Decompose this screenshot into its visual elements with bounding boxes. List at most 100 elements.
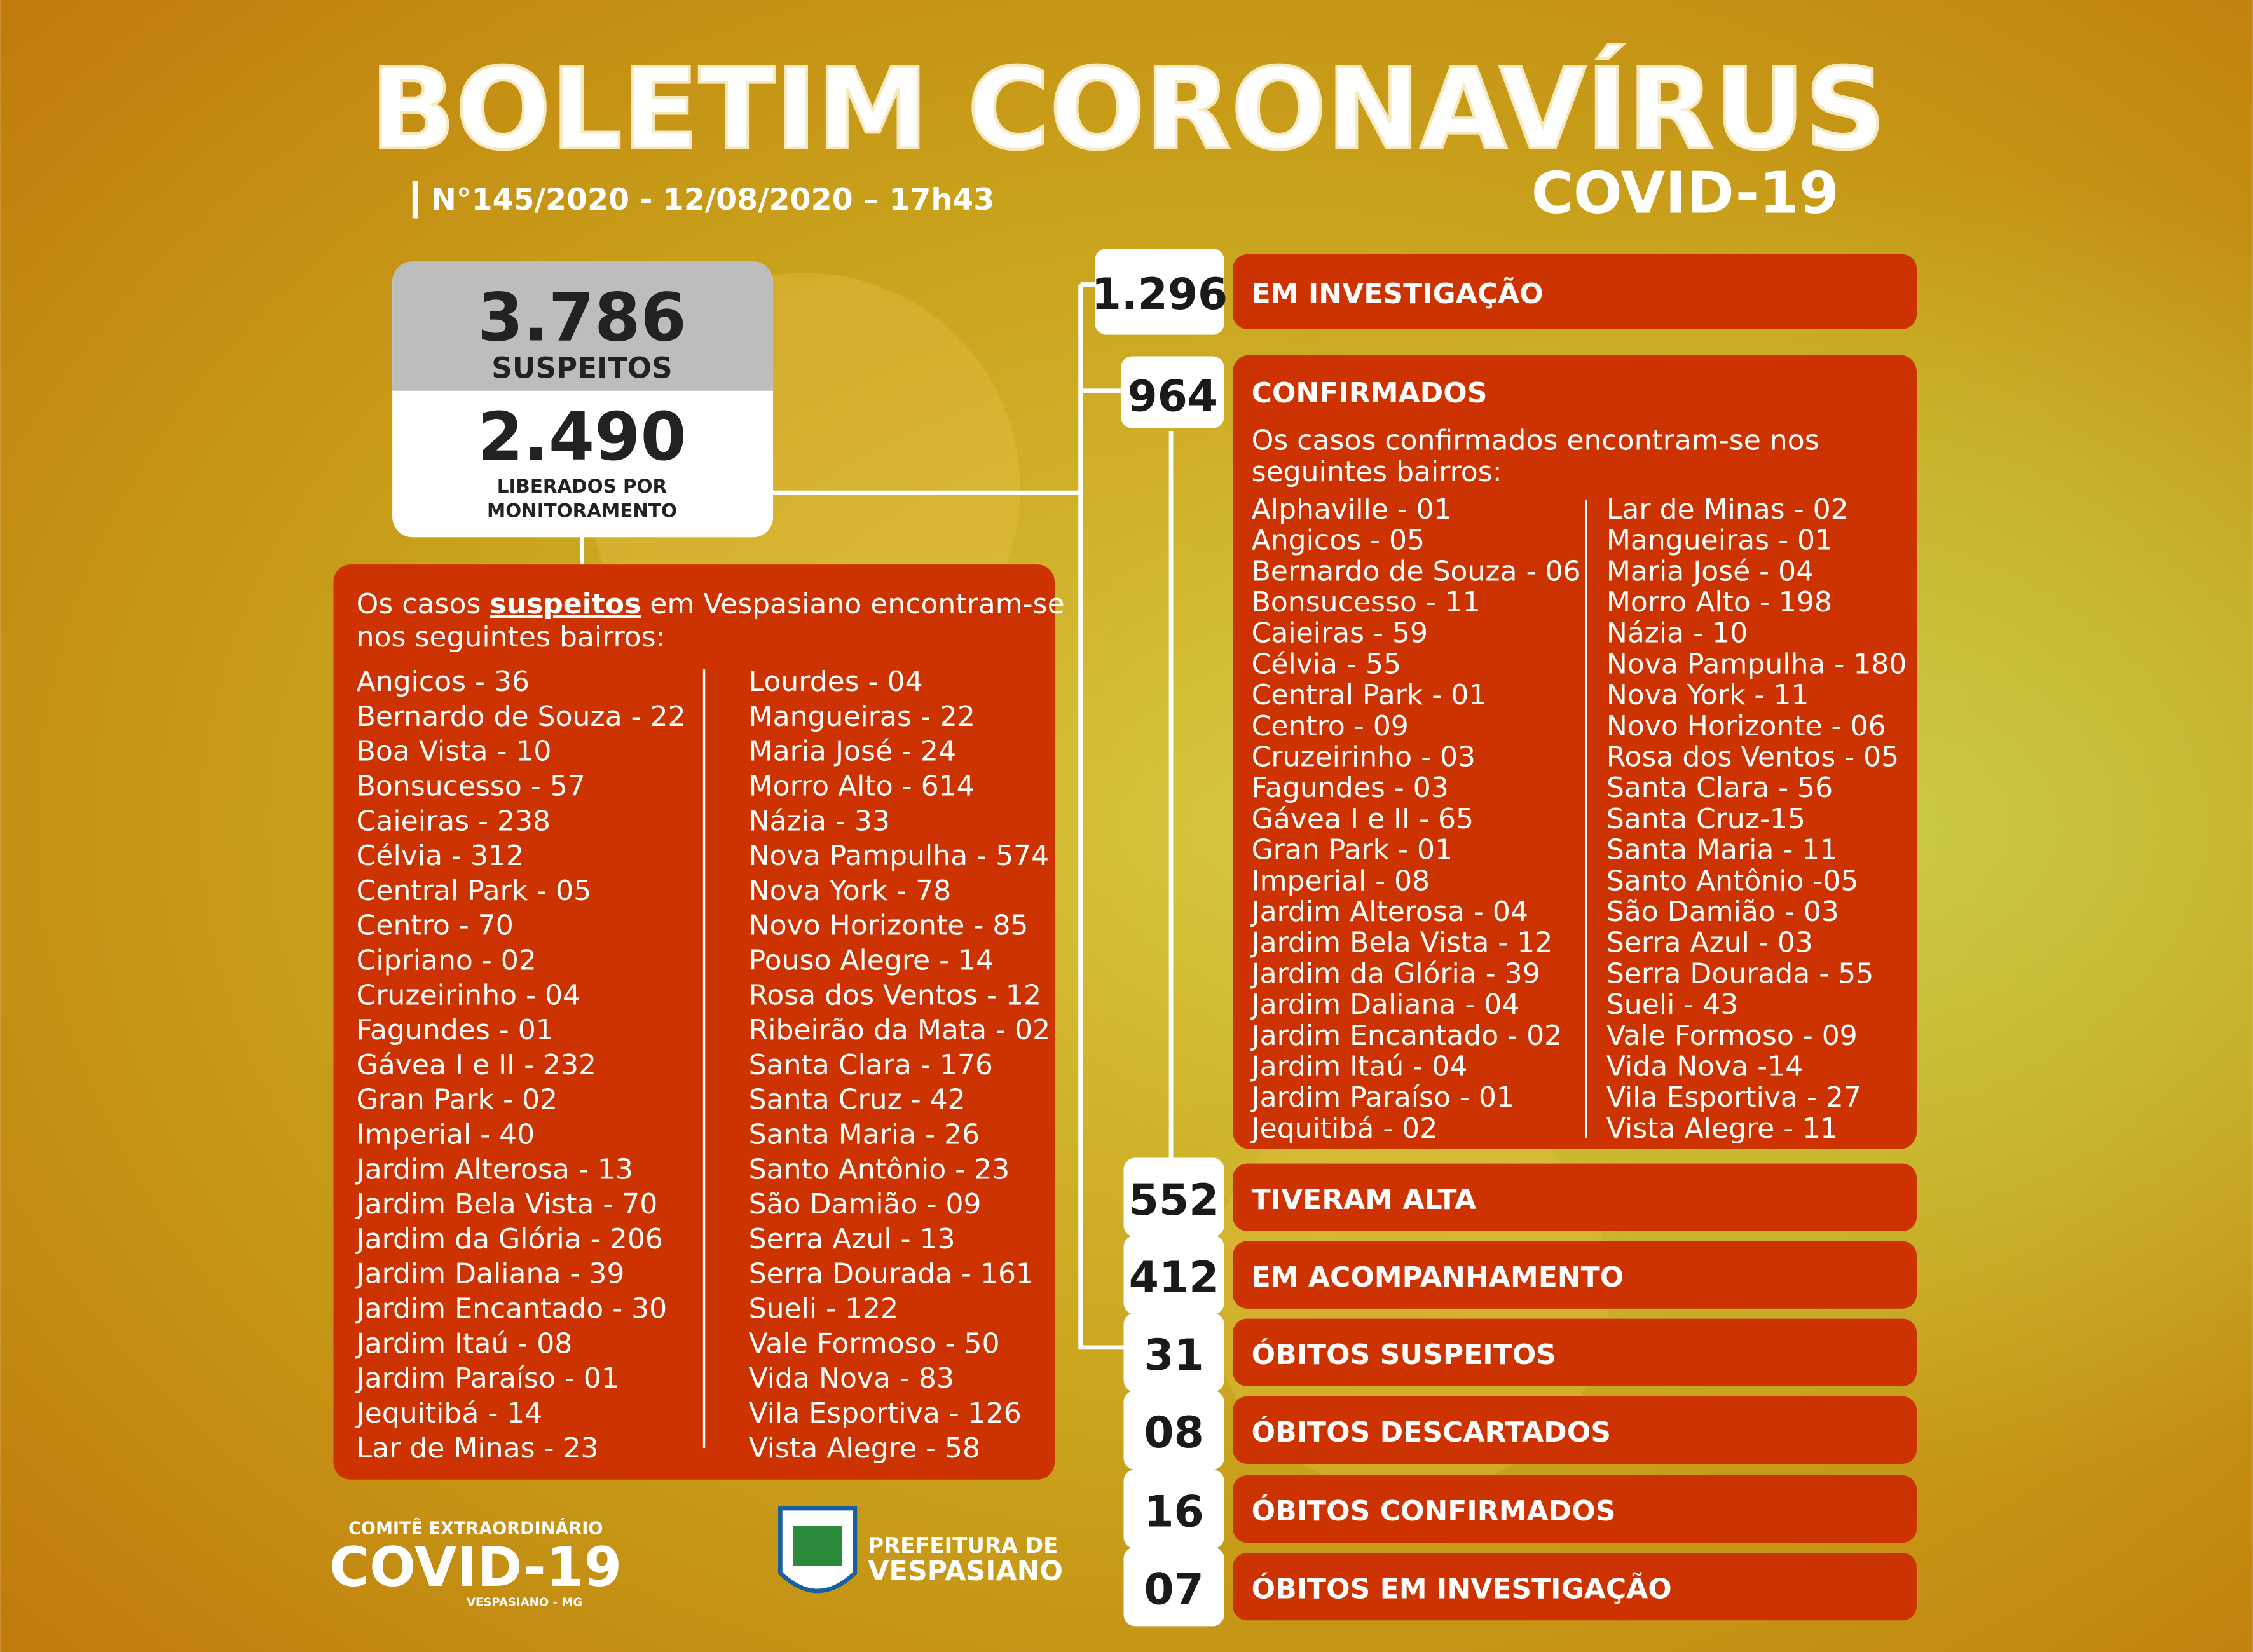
neighborhood: Vila Esportiva - 27 [1606,1081,1861,1114]
stat-number: 412 [1129,1252,1219,1302]
stat-label: EM INVESTIGAÇÃO [1252,276,1544,310]
suspects-panel [333,564,1055,1480]
stat-number: 16 [1144,1486,1203,1536]
suspects-intro: nos seguintes bairros: [357,621,666,653]
stat-label: EM ACOMPANHAMENTO [1252,1261,1624,1294]
neighborhood: Célvia - 55 [1252,648,1401,680]
neighborhood: Gran Park - 01 [1252,834,1453,866]
title: BOLETIM CORONAVÍRUS [370,44,1886,175]
stat-bar [1233,1318,1917,1386]
neighborhood: Morro Alto - 614 [749,770,975,802]
neighborhood: Jardim Encantado - 02 [1250,1020,1563,1052]
neighborhood: Boa Vista - 10 [357,735,552,768]
neighborhood: Jardim Itaú - 08 [355,1327,573,1360]
neighborhood: Angicos - 36 [357,666,530,698]
suspects-total: 3.786 [477,280,687,357]
stat-number: 08 [1144,1407,1203,1457]
neighborhood: Vale Formoso - 50 [749,1327,1000,1360]
neighborhood: Serra Azul - 13 [749,1223,955,1255]
neighborhood: Jardim da Glória - 39 [1250,957,1540,990]
stat-number-box [1123,1157,1224,1237]
intro-emphasis: suspeitos [490,588,641,620]
neighborhood: Lar de Minas - 23 [357,1432,599,1464]
released-total: 2.490 [477,399,687,475]
neighborhood: Vida Nova -14 [1606,1051,1803,1083]
stat-number: 31 [1144,1330,1203,1380]
neighborhood: Central Park - 01 [1252,679,1487,711]
neighborhood: Serra Dourada - 161 [749,1258,1034,1290]
neighborhood: Cruzeirinho - 04 [357,979,580,1011]
stat-number-box [1123,1469,1224,1549]
committee: COMITÊ EXTRAORDINÁRIO [348,1519,603,1539]
stat-number-box [1123,1235,1224,1314]
neighborhood: Célvia - 312 [357,840,524,872]
neighborhood: Nova York - 78 [749,875,952,907]
neighborhood: Rosa dos Ventos - 12 [749,979,1041,1011]
neighborhood: Caieiras - 59 [1252,617,1428,650]
neighborhood: Santa Clara - 56 [1606,772,1833,804]
stat-number-box [1123,1547,1224,1627]
neighborhood: Jequitibá - 02 [1250,1112,1438,1145]
neighborhood: Názia - 33 [749,805,890,837]
stat-label: ÓBITOS EM INVESTIGAÇÃO [1252,1571,1672,1605]
city-hall: VESPASIANO [868,1555,1063,1587]
stat-number: 552 [1129,1175,1219,1225]
neighborhood: Jardim Encantado - 30 [355,1293,668,1325]
neighborhood: Imperial - 08 [1252,864,1430,897]
neighborhood: Gran Park - 02 [357,1084,558,1116]
neighborhood: Novo Horizonte - 85 [749,910,1029,942]
neighborhood: Alphaville - 01 [1252,493,1452,526]
neighborhood: Vale Formoso - 09 [1606,1020,1858,1052]
neighborhood: Maria José - 04 [1606,555,1814,587]
neighborhood: Santa Maria - 11 [1606,834,1838,866]
divider [412,181,418,219]
neighborhood: Jardim Paraíso - 01 [1250,1081,1514,1114]
neighborhood: Mangueiras - 22 [749,700,975,733]
neighborhood: Vida Nova - 83 [749,1362,954,1395]
stat-label: ÓBITOS SUSPEITOS [1252,1337,1556,1371]
neighborhood: Jardim Paraíso - 01 [355,1362,619,1395]
neighborhood: Nova York - 11 [1606,679,1809,711]
stat-label: ÓBITOS CONFIRMADOS [1252,1494,1616,1527]
neighborhood: Lar de Minas - 02 [1606,493,1849,526]
neighborhood: Jardim Bela Vista - 70 [355,1188,658,1220]
neighborhood: Nova Pampulha - 180 [1606,648,1907,680]
neighborhood: Názia - 10 [1606,617,1748,650]
neighborhood: Fagundes - 03 [1252,772,1449,804]
confirmed-intro: Os casos confirmados encontram-se nos [1252,424,1819,456]
neighborhood: Angicos - 05 [1252,524,1425,557]
neighborhood: Jardim Daliana - 04 [1250,988,1520,1021]
neighborhood: Novo Horizonte - 06 [1606,710,1886,742]
neighborhood: Nova Pampulha - 574 [749,840,1050,872]
neighborhood: Fagundes - 01 [357,1014,554,1046]
neighborhood: Bernardo de Souza - 22 [357,700,686,733]
connectors [580,282,1174,1350]
committee-place: VESPASIANO - MG [467,1596,582,1609]
stat-number-box [1120,356,1224,428]
stat-number-box [1123,1390,1224,1470]
released-label: MONITORAMENTO [487,500,677,522]
stat-bar [1233,254,1917,329]
neighborhood: Sueli - 43 [1606,988,1738,1021]
neighborhood: Santo Antônio - 23 [749,1153,1010,1185]
neighborhood: Santa Cruz-15 [1606,803,1805,835]
neighborhood: Cruzeirinho - 03 [1252,741,1476,773]
neighborhood: Jardim Daliana - 39 [355,1258,625,1290]
neighborhood: Pouso Alegre - 14 [749,945,994,977]
stat-number-box [1095,248,1224,335]
neighborhood: Jardim Alterosa - 13 [355,1153,633,1185]
neighborhood: Cipriano - 02 [357,945,537,977]
neighborhood: Caieiras - 238 [357,805,551,837]
neighborhood: Bernardo de Souza - 06 [1252,555,1581,587]
city-crest-inner [793,1526,842,1566]
neighborhood: Jardim da Glória - 206 [355,1223,663,1255]
neighborhood: Santa Clara - 176 [749,1049,993,1081]
confirmed-panel [1233,355,1917,1149]
committee-logo: COVID-19 [329,1536,622,1599]
neighborhood: Serra Dourada - 55 [1606,957,1873,990]
neighborhood: Jequitibá - 14 [355,1397,543,1430]
neighborhood: Vista Alegre - 58 [749,1432,980,1464]
neighborhood: Jardim Itaú - 04 [1250,1051,1468,1083]
neighborhood: Vista Alegre - 11 [1606,1112,1838,1145]
